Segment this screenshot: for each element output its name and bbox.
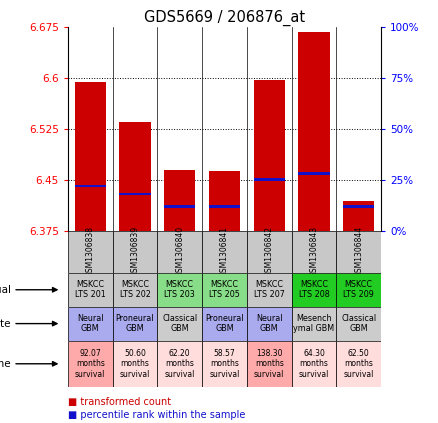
Text: disease state: disease state [0, 319, 11, 329]
Bar [247, 307, 292, 341]
Text: MSKCC
LTS 208: MSKCC LTS 208 [299, 280, 329, 299]
Bar [68, 341, 113, 387]
Bar [298, 172, 330, 175]
Bar [292, 231, 336, 273]
Bar [119, 192, 151, 195]
Text: Classical
GBM: Classical GBM [341, 314, 376, 333]
Bar [202, 273, 247, 307]
Text: time: time [0, 359, 11, 369]
Bar [254, 80, 285, 231]
Bar [74, 184, 106, 187]
Bar [292, 341, 336, 387]
Bar [209, 171, 240, 231]
Bar [157, 341, 202, 387]
Bar [113, 273, 157, 307]
Bar [336, 231, 381, 273]
Bar [247, 231, 292, 273]
Bar [298, 32, 330, 231]
Bar [113, 341, 157, 387]
Text: ■ percentile rank within the sample: ■ percentile rank within the sample [68, 409, 245, 420]
Text: MSKCC
LTS 203: MSKCC LTS 203 [164, 280, 195, 299]
Bar [119, 122, 151, 231]
Title: GDS5669 / 206876_at: GDS5669 / 206876_at [144, 10, 305, 26]
Bar [202, 341, 247, 387]
Bar [336, 307, 381, 341]
Text: GSM1306838: GSM1306838 [86, 226, 95, 277]
Text: Mesench
ymal GBM: Mesench ymal GBM [293, 314, 335, 333]
Bar [113, 231, 157, 273]
Bar [247, 341, 292, 387]
Text: 138.30
months
survival: 138.30 months survival [254, 349, 284, 379]
Bar [343, 201, 374, 231]
Bar [202, 231, 247, 273]
Bar [292, 273, 336, 307]
Bar [113, 307, 157, 341]
Text: GSM1306842: GSM1306842 [265, 226, 274, 277]
Bar [68, 231, 113, 273]
Text: MSKCC
LTS 207: MSKCC LTS 207 [254, 280, 285, 299]
Bar [157, 307, 202, 341]
Bar [254, 179, 285, 181]
Bar [68, 307, 113, 341]
Text: MSKCC
LTS 201: MSKCC LTS 201 [75, 280, 106, 299]
Bar [157, 231, 202, 273]
Bar [202, 307, 247, 341]
Text: Neural
GBM: Neural GBM [256, 314, 283, 333]
Text: Proneural
GBM: Proneural GBM [116, 314, 154, 333]
Text: 62.50
months
survival: 62.50 months survival [343, 349, 374, 379]
Text: GSM1306839: GSM1306839 [131, 226, 139, 277]
Text: Proneural
GBM: Proneural GBM [205, 314, 244, 333]
Text: 64.30
months
survival: 64.30 months survival [299, 349, 329, 379]
Bar [209, 205, 240, 208]
Text: MSKCC
LTS 202: MSKCC LTS 202 [120, 280, 150, 299]
Bar [336, 341, 381, 387]
Text: MSKCC
LTS 209: MSKCC LTS 209 [343, 280, 374, 299]
Bar [74, 82, 106, 231]
Bar [336, 273, 381, 307]
Bar [164, 170, 195, 231]
Bar [343, 205, 374, 208]
Bar [157, 273, 202, 307]
Text: individual: individual [0, 285, 11, 295]
Text: GSM1306841: GSM1306841 [220, 226, 229, 277]
Text: 50.60
months
survival: 50.60 months survival [120, 349, 150, 379]
Text: Classical
GBM: Classical GBM [162, 314, 197, 333]
Bar [292, 307, 336, 341]
Text: ■ transformed count: ■ transformed count [68, 397, 171, 407]
Bar [68, 273, 113, 307]
Bar [164, 205, 195, 208]
Text: 58.57
months
survival: 58.57 months survival [209, 349, 240, 379]
Bar [247, 273, 292, 307]
Text: MSKCC
LTS 205: MSKCC LTS 205 [209, 280, 240, 299]
Text: GSM1306840: GSM1306840 [175, 226, 184, 277]
Text: 92.07
months
survival: 92.07 months survival [75, 349, 106, 379]
Text: GSM1306844: GSM1306844 [354, 226, 363, 277]
Text: GSM1306843: GSM1306843 [310, 226, 318, 277]
Text: 62.20
months
survival: 62.20 months survival [165, 349, 195, 379]
Text: Neural
GBM: Neural GBM [77, 314, 103, 333]
